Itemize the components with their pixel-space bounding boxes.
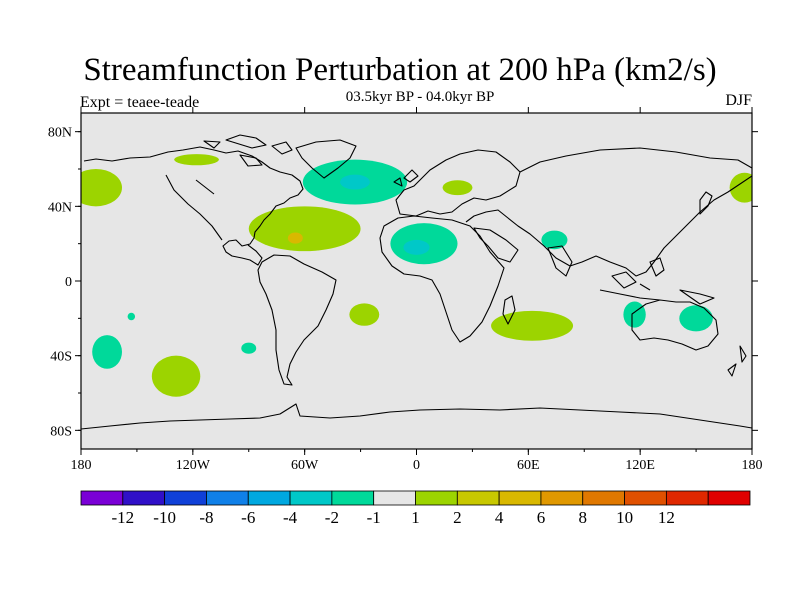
colorbar-swatch bbox=[80, 490, 124, 506]
colorbar-label: -6 bbox=[241, 508, 255, 527]
contour-region-south-atlantic-positive bbox=[349, 303, 380, 326]
colorbar-label: 6 bbox=[537, 508, 546, 527]
colorbar-swatch bbox=[456, 490, 500, 506]
contour-region-north-africa-core bbox=[403, 239, 430, 255]
contour-region-caribbean-core bbox=[287, 232, 303, 244]
colorbar-label: 4 bbox=[495, 508, 504, 527]
lat-tick-label: 40N bbox=[48, 200, 72, 215]
colorbar-swatch bbox=[247, 490, 291, 506]
latitude-axis: 80N 40N 0 40S 80S bbox=[48, 126, 758, 439]
colorbar-label: 12 bbox=[658, 508, 675, 527]
lon-tick-label: 0 bbox=[413, 458, 420, 473]
colorbar-swatch bbox=[498, 490, 542, 506]
map-ocean-background bbox=[81, 113, 752, 449]
arctic-islands bbox=[203, 134, 293, 167]
contour-region-south-pacific-east bbox=[241, 342, 257, 354]
time-range-subtitle: 03.5kyr BP - 04.0kyr BP bbox=[345, 89, 495, 105]
contour-region-arabia-negative bbox=[541, 230, 568, 250]
lat-tick-label: 80N bbox=[48, 126, 72, 141]
lon-tick-label: 60W bbox=[291, 458, 319, 473]
colorbar-swatch bbox=[415, 490, 458, 506]
colorbar-label: 1 bbox=[411, 508, 420, 527]
experiment-label: Expt = teaee-teade bbox=[80, 94, 200, 111]
colorbar-swatch bbox=[707, 490, 751, 506]
contour-region-madagascar-positive bbox=[491, 310, 574, 341]
contour-region-australia-east-negative bbox=[679, 305, 713, 332]
greenland-coast bbox=[295, 139, 357, 179]
colorbar-swatch bbox=[122, 490, 166, 506]
colorbar-swatch bbox=[624, 490, 667, 506]
lat-tick-label: 40S bbox=[50, 350, 72, 365]
lon-tick-label: 180 bbox=[742, 458, 763, 473]
contour-region-south-pacific-positive bbox=[151, 355, 201, 397]
colorbar-label: -1 bbox=[367, 508, 381, 527]
colorbar-swatch bbox=[665, 490, 709, 506]
contour-region-caribbean-positive bbox=[248, 206, 361, 252]
contour-region-south-pacific-small bbox=[127, 312, 136, 321]
new-zealand-coast bbox=[727, 345, 747, 377]
colorbar-label: -10 bbox=[153, 508, 176, 527]
colorbar-label: -2 bbox=[325, 508, 339, 527]
contour-region-australia-west-negative bbox=[623, 301, 646, 328]
lon-tick-label: 120E bbox=[625, 458, 655, 473]
antarctica-coast bbox=[81, 403, 752, 430]
colorbar-swatch bbox=[331, 490, 375, 506]
lat-tick-label: 0 bbox=[65, 275, 72, 290]
madagascar-coast bbox=[502, 295, 516, 325]
contour-layer bbox=[81, 154, 752, 397]
japan-coast bbox=[699, 191, 713, 215]
contour-region-canada-north bbox=[174, 154, 219, 166]
australia-coast bbox=[631, 299, 719, 351]
arabia-india-coast bbox=[473, 227, 573, 277]
colorbar-swatch bbox=[582, 490, 625, 506]
chart-title: Streamfunction Perturbation at 200 hPa (… bbox=[83, 52, 717, 88]
colorbar: -12 -10 -8 -6 -4 -2 -1 1 2 4 6 8 10 12 bbox=[80, 490, 751, 527]
colorbar-swatch bbox=[206, 490, 249, 506]
season-label: DJF bbox=[725, 92, 752, 109]
longitude-axis: 180 120W 60W 0 60E 120E 180 bbox=[71, 107, 763, 473]
colorbar-label: -12 bbox=[111, 508, 134, 527]
lon-tick-label: 120W bbox=[176, 458, 211, 473]
lon-tick-label: 180 bbox=[71, 458, 92, 473]
colorbar-swatch bbox=[540, 490, 584, 506]
lon-tick-label: 60E bbox=[517, 458, 540, 473]
se-asia-islands bbox=[599, 257, 715, 305]
lat-tick-label: 80S bbox=[50, 424, 72, 439]
colorbar-label: 8 bbox=[579, 508, 588, 527]
colorbar-label: -4 bbox=[283, 508, 298, 527]
contour-region-north-pacific-east bbox=[81, 169, 122, 207]
contour-region-east-europe bbox=[442, 180, 473, 196]
contour-region-south-pacific-west bbox=[92, 335, 123, 369]
colorbar-label: 10 bbox=[616, 508, 633, 527]
africa-coast bbox=[379, 215, 505, 343]
colorbar-swatch bbox=[373, 490, 416, 506]
colorbar-label: -8 bbox=[199, 508, 213, 527]
south-america-coast bbox=[257, 254, 337, 386]
europe-coast bbox=[393, 149, 521, 217]
coastline-layer bbox=[81, 134, 752, 430]
colorbar-swatch bbox=[289, 490, 333, 506]
north-america-coast bbox=[83, 146, 304, 266]
colorbar-label: 2 bbox=[453, 508, 462, 527]
contour-region-north-atlantic-core bbox=[340, 174, 370, 190]
colorbar-swatch bbox=[164, 490, 207, 506]
